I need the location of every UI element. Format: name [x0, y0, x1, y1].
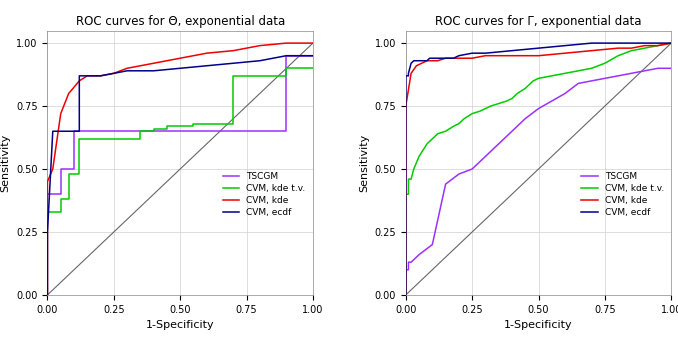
Title: ROC curves for Θ, exponential data: ROC curves for Θ, exponential data: [75, 15, 285, 28]
Legend: TSCGM, CVM, kde t.v., CVM, kde, CVM, ecdf: TSCGM, CVM, kde t.v., CVM, kde, CVM, ecd…: [578, 169, 666, 220]
Y-axis label: Sensitivity: Sensitivity: [359, 134, 369, 192]
X-axis label: 1-Specificity: 1-Specificity: [504, 320, 573, 330]
Legend: TSCGM, CVM, kde t.v., CVM, kde, CVM, ecdf: TSCGM, CVM, kde t.v., CVM, kde, CVM, ecd…: [220, 169, 308, 220]
X-axis label: 1-Specificity: 1-Specificity: [146, 320, 214, 330]
Y-axis label: Sensitivity: Sensitivity: [1, 134, 11, 192]
Title: ROC curves for Γ, exponential data: ROC curves for Γ, exponential data: [435, 15, 642, 28]
